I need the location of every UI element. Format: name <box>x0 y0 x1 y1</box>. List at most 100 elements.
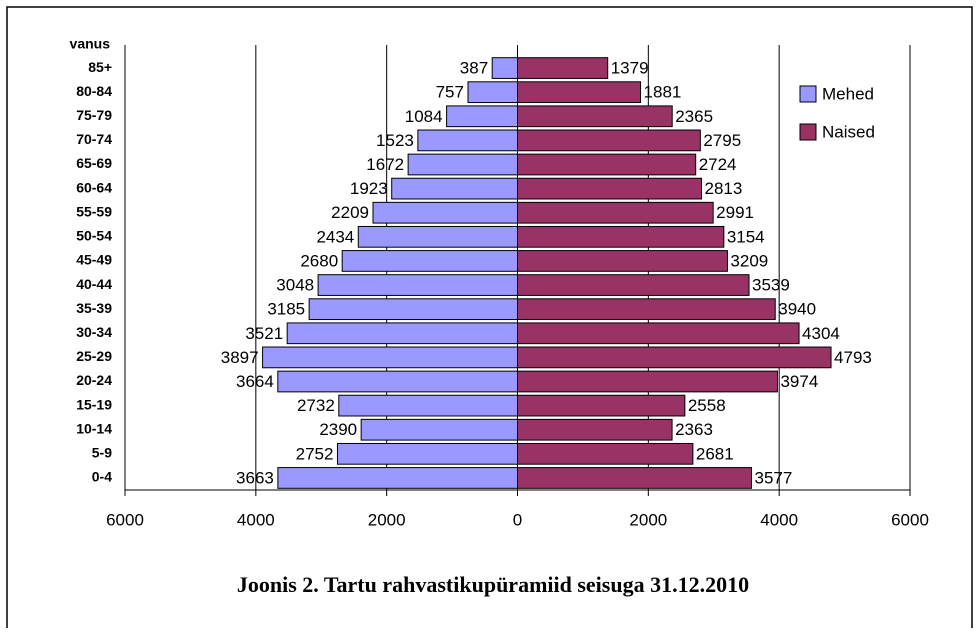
data-label: 4793 <box>834 348 872 367</box>
data-label: 3209 <box>730 251 768 270</box>
data-label: 1881 <box>644 83 682 102</box>
bar <box>417 129 519 152</box>
bar <box>517 201 714 224</box>
data-label: 3539 <box>752 276 790 295</box>
data-label: 3940 <box>778 300 816 319</box>
bar <box>372 201 519 224</box>
data-label: 2209 <box>331 203 369 222</box>
data-label: 1084 <box>405 107 443 126</box>
bar <box>517 250 728 272</box>
y-tick-label: 65-69 <box>76 155 112 171</box>
data-label: 1672 <box>366 155 404 174</box>
bar <box>341 250 518 272</box>
y-tick-label: 15-19 <box>76 396 112 412</box>
x-tick-label: 6000 <box>891 510 929 529</box>
bar <box>357 225 519 248</box>
y-tick-label: 80-84 <box>76 83 112 99</box>
bar <box>517 442 694 465</box>
bar <box>517 153 697 176</box>
bar <box>517 81 642 104</box>
bar <box>517 322 800 345</box>
frame <box>6 6 973 633</box>
bar <box>517 177 703 200</box>
bar <box>407 153 518 176</box>
data-label: 1523 <box>376 131 414 150</box>
data-label: 757 <box>436 83 464 102</box>
chart-title: Joonis 2. Tartu rahvastikupüramiid seisu… <box>237 572 749 597</box>
data-label: 2363 <box>675 420 713 439</box>
data-label: 2558 <box>688 396 726 415</box>
bar <box>277 370 518 393</box>
y-tick-label: 50-54 <box>76 228 112 244</box>
bar <box>277 467 518 489</box>
y-tick-label: 20-24 <box>76 372 112 388</box>
data-label: 2434 <box>316 227 354 246</box>
data-label: 2390 <box>319 420 357 439</box>
y-tick-label: 55-59 <box>76 203 112 219</box>
y-tick-label: 5-9 <box>92 445 112 461</box>
y-tick-label: 85+ <box>88 59 112 75</box>
y-tick-label: 45-49 <box>76 252 112 268</box>
data-label: 2365 <box>675 107 713 126</box>
bar <box>491 57 518 79</box>
bar <box>517 467 752 489</box>
y-tick-label: 40-44 <box>76 276 112 292</box>
bar <box>467 81 518 104</box>
y-tick-label: 25-29 <box>76 348 112 364</box>
bar <box>446 105 519 128</box>
data-label: 3897 <box>221 348 259 367</box>
legend-label: Mehed <box>822 84 874 103</box>
bar <box>360 418 519 441</box>
data-label: 3664 <box>236 372 274 391</box>
y-tick-label: 75-79 <box>76 107 112 123</box>
bar <box>517 274 750 296</box>
x-tick-label: 6000 <box>106 510 144 529</box>
data-label: 387 <box>460 59 488 78</box>
data-label: 2991 <box>716 203 754 222</box>
data-label: 3577 <box>754 468 792 487</box>
data-label: 2795 <box>703 131 741 150</box>
data-label: 1923 <box>350 179 388 198</box>
bar <box>517 57 609 79</box>
bar <box>517 346 832 369</box>
bar <box>517 225 725 248</box>
y-tick-label: 60-64 <box>76 179 112 195</box>
y-axis-label: vanus <box>70 36 111 52</box>
x-tick-label: 4000 <box>237 510 275 529</box>
data-label: 2752 <box>296 444 334 463</box>
bar <box>317 274 518 296</box>
bar <box>336 442 518 465</box>
data-label: 1379 <box>611 59 649 78</box>
bar <box>517 370 778 393</box>
legend-swatch <box>799 85 817 103</box>
data-label: 2732 <box>297 396 335 415</box>
bar <box>391 177 518 200</box>
legend-swatch <box>799 123 817 141</box>
data-label: 3154 <box>727 227 765 246</box>
data-label: 3521 <box>245 324 283 343</box>
y-tick-label: 10-14 <box>76 420 112 436</box>
bar <box>517 418 673 441</box>
bar <box>517 394 686 417</box>
bar <box>286 322 518 345</box>
x-tick-label: 2000 <box>368 510 406 529</box>
x-tick-label: 0 <box>513 510 522 529</box>
bar <box>517 105 673 128</box>
data-label: 3048 <box>276 276 314 295</box>
bar <box>262 346 519 369</box>
legend-label: Naised <box>822 122 875 141</box>
data-label: 3974 <box>780 372 818 391</box>
y-tick-label: 35-39 <box>76 300 112 316</box>
data-label: 4304 <box>802 324 840 343</box>
bar <box>338 394 519 417</box>
data-label: 2724 <box>699 155 737 174</box>
y-tick-label: 70-74 <box>76 131 112 147</box>
x-tick-label: 4000 <box>760 510 798 529</box>
bar <box>308 298 518 321</box>
y-tick-label: 0-4 <box>92 469 112 485</box>
y-tick-label: 30-34 <box>76 324 112 340</box>
data-label: 3663 <box>236 468 274 487</box>
x-tick-label: 2000 <box>629 510 667 529</box>
